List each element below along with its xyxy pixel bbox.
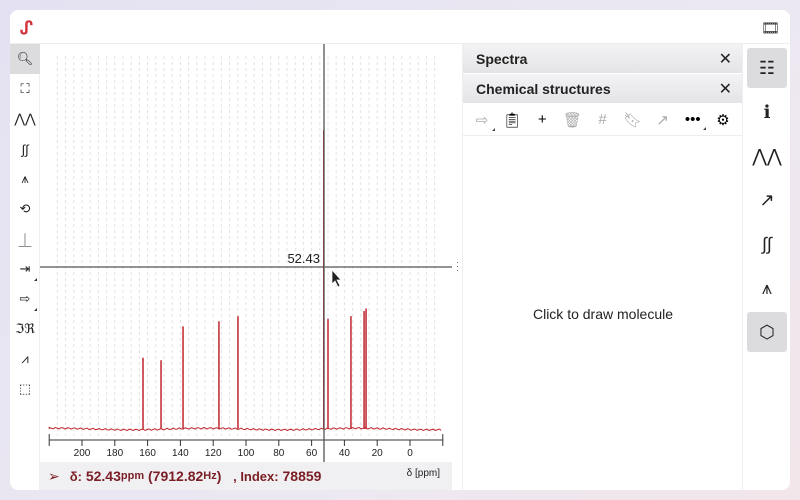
spectrum-chart[interactable]: 200 180 160 140 120 100 80 60 40 20 052.43 [40,44,452,462]
right-sidebar: ☷ ℹ ⋀⋀ ↗ ∫∫ ⩚ ⬡ [742,44,790,490]
integrals-panel-button[interactable]: ∫∫ [747,224,787,264]
integral-icon: ∫∫ [21,141,29,157]
cursor-icon: ➢ [48,467,60,484]
delta-label: δ: [69,468,82,484]
header: ᔑ 🎞︎ [10,10,790,44]
more-icon: ••• [684,111,701,128]
delete-icon: 🗑︎ [562,111,582,129]
peaks-panel-button[interactable]: ⋀⋀ [747,136,787,176]
settings-icon: ⚙ [716,111,730,129]
x-tick-label: 40 [339,448,351,459]
import-tool[interactable]: ⇥ [10,254,40,284]
full-spectrum-icon: ⛶ [20,81,30,96]
open-external-icon: ↗ [656,111,669,129]
zoom-icon: 🔍︎ [16,51,34,66]
exclusion-zone-tool[interactable]: ⩘ [10,344,40,374]
export-structure-button[interactable]: ⇨ [469,111,496,131]
spectra-panel-icon: ☷ [758,57,776,78]
integral-tool[interactable]: ∫∫ [10,134,40,164]
spectrum-plot[interactable]: 200 180 160 140 120 100 80 60 40 20 0 52.43 [40,44,452,462]
index-value: 78859 [282,468,322,484]
left-toolbar: 🔍︎ ⛶ ⋀⋀ ∫∫ ⩚ ⟲ ⏊ ⇥ ⇨ ℑℜ ⩘ ⬚ [10,44,40,490]
real-imaginary-tool[interactable]: ℑℜ [10,314,40,344]
filters-panel-icon: ↗ [759,189,775,210]
selection-tool[interactable]: ⬚ [10,374,40,404]
resize-handle[interactable]: · · · [456,257,459,275]
numbering-button[interactable]: # [589,111,615,128]
spectrum-baseline [48,426,442,432]
draw-molecule-area[interactable]: Click to draw molecule [532,306,674,322]
delete-button[interactable]: 🗑︎ [559,111,585,129]
filters-panel-button[interactable]: ↗ [747,180,787,220]
baseline-correction-icon: ⏊ [18,232,32,248]
peak-picking-icon: ⋀⋀ [14,111,36,126]
x-tick-label: 80 [273,448,285,459]
x-tick-label: 20 [372,448,384,459]
ppm-unit: ppm [120,470,145,482]
x-tick-label: 200 [74,448,91,459]
index-label: , Index: [233,468,279,484]
structures-panel-header[interactable]: Chemical structures ✕ [463,74,742,104]
export-tool[interactable]: ⇨ [10,284,40,314]
more-button[interactable]: ••• [680,111,706,130]
spectra-title: Spectra [476,50,528,67]
x-tick-label: 100 [238,448,255,459]
spectra-panel-header[interactable]: Spectra ✕ [463,44,742,74]
paste-icon: 📋︎ [502,111,522,129]
export-icon: ⇨ [19,291,31,306]
x-tick-label: 60 [306,448,318,459]
structure-toolbar: ⇨ 📋︎ + 🗑︎ # 🔖︎ ↗ ••• ⚙ [463,104,742,136]
structures-panel-button[interactable]: ⬡ [747,312,787,352]
x-tick-label: 0 [407,448,413,459]
x-tick-label: 160 [139,448,156,459]
multiplets-panel-icon: ⩚ [761,277,773,298]
peak-picking-tool[interactable]: ⋀⋀ [10,104,40,134]
mouse-cursor-icon [331,269,342,288]
structures-panel-icon: ⬡ [759,321,775,342]
hz-close: ) [216,468,222,484]
ppm-value: 52.43 [85,468,121,484]
close-icon[interactable]: ✕ [718,50,732,68]
app-window: ᔑ 🎞︎ 🔍︎ ⛶ ⋀⋀ ∫∫ ⩚ ⟲ ⏊ ⇥ ⇨ ℑℜ ⩘ ⬚ 200 180 160 140 120 100… [10,10,790,490]
close-icon[interactable]: ✕ [718,80,732,98]
baseline-correction-tool[interactable]: ⏊ [10,224,40,254]
real-imaginary-icon: ℑℜ [15,321,35,336]
side-panel: Spectra ✕ Chemical structures ✕ ⇨ 📋︎ + 🗑︎ # 🔖︎ ↗… [462,44,742,490]
numbering-icon: # [598,111,607,128]
import-icon: ⇥ [19,261,31,276]
paste-button[interactable]: 📋︎ [499,111,525,129]
phase-correction-icon: ⟲ [19,201,31,216]
x-tick-label: 140 [172,448,189,459]
information-icon: ℹ [763,101,771,122]
multiplet-analysis-icon: ⩚ [21,171,29,186]
spectra-panel-button[interactable]: ☷ [747,48,787,88]
axis-label: δ [ppm] [406,468,440,479]
structures-title: Chemical structures [476,80,611,97]
export-structure-icon: ⇨ [475,111,489,129]
exclusion-zone-icon: ⩘ [21,351,29,366]
add-icon: + [537,111,547,128]
x-tick-label: 180 [106,448,123,459]
bookmark-button[interactable]: 🔖︎ [620,111,646,129]
zoom-tool[interactable]: 🔍︎ [10,44,40,74]
add-button[interactable]: + [529,111,555,128]
status-bar: ➢ δ: 52.43 ppm (7912.82 Hz) , Index: 78859… [40,462,452,490]
hz-unit: Hz [203,470,217,482]
selection-icon: ⬚ [18,381,32,396]
open-external-button[interactable]: ↗ [650,111,676,129]
nmrium-logo: ᔑ [20,18,33,38]
peaks-panel-icon: ⋀⋀ [752,145,782,166]
bookmark-icon: 🔖︎ [623,111,643,129]
phase-correction-tool[interactable]: ⟲ [10,194,40,224]
x-tick-label: 120 [205,448,222,459]
film-icon[interactable]: 🎞︎ [760,20,780,37]
full-spectrum-tool[interactable]: ⛶ [10,74,40,104]
settings-button[interactable]: ⚙ [710,111,736,129]
hz-value: (7912.82 [148,468,204,484]
integrals-panel-icon: ∫∫ [762,233,772,254]
crosshair-label: 52.43 [287,251,320,266]
information-button[interactable]: ℹ [747,92,787,132]
multiplet-analysis-tool[interactable]: ⩚ [10,164,40,194]
multiplets-panel-button[interactable]: ⩚ [747,268,787,308]
